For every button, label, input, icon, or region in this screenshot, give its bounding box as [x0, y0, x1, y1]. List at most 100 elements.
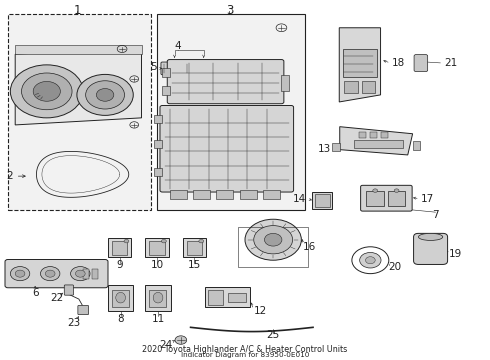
- Circle shape: [77, 75, 133, 115]
- Circle shape: [373, 189, 378, 192]
- Bar: [15, 45, 142, 54]
- Bar: [146, 238, 169, 257]
- Circle shape: [33, 81, 60, 101]
- Circle shape: [15, 270, 25, 277]
- Circle shape: [10, 266, 30, 281]
- FancyBboxPatch shape: [361, 185, 412, 211]
- Circle shape: [10, 65, 83, 118]
- Bar: [312, 192, 332, 209]
- Bar: [367, 191, 384, 206]
- Circle shape: [265, 233, 282, 246]
- Text: 5: 5: [150, 62, 157, 72]
- Circle shape: [86, 81, 124, 109]
- Text: 8: 8: [117, 314, 124, 324]
- Circle shape: [175, 336, 187, 344]
- Text: 14: 14: [293, 194, 306, 204]
- Text: 13: 13: [318, 144, 331, 154]
- Circle shape: [22, 73, 72, 110]
- FancyBboxPatch shape: [414, 233, 447, 265]
- Bar: [154, 140, 162, 148]
- Bar: [162, 68, 170, 77]
- Bar: [154, 168, 162, 176]
- Bar: [344, 81, 358, 93]
- Bar: [359, 132, 367, 138]
- Bar: [205, 287, 250, 307]
- Bar: [362, 81, 375, 93]
- Bar: [157, 14, 305, 210]
- Bar: [154, 115, 162, 123]
- Text: 20: 20: [388, 262, 401, 272]
- Circle shape: [41, 266, 60, 281]
- Text: 1: 1: [74, 4, 81, 17]
- Bar: [281, 76, 289, 91]
- Text: 21: 21: [444, 58, 458, 68]
- Bar: [388, 191, 405, 206]
- Bar: [343, 49, 377, 77]
- Bar: [149, 290, 166, 307]
- Text: 18: 18: [392, 58, 405, 68]
- Bar: [187, 241, 202, 255]
- FancyBboxPatch shape: [64, 285, 74, 295]
- Text: 3: 3: [226, 4, 233, 17]
- Ellipse shape: [153, 292, 163, 303]
- Text: Indicator Diagram for 83950-0E010: Indicator Diagram for 83950-0E010: [181, 351, 309, 357]
- Polygon shape: [339, 28, 381, 102]
- Circle shape: [360, 252, 381, 268]
- Circle shape: [161, 239, 166, 243]
- Bar: [149, 241, 165, 255]
- Circle shape: [97, 89, 114, 101]
- Text: 19: 19: [449, 249, 462, 259]
- Text: 2020 Toyota Highlander A/C & Heater Control Units: 2020 Toyota Highlander A/C & Heater Cont…: [143, 346, 347, 355]
- Text: 11: 11: [151, 314, 165, 324]
- Polygon shape: [340, 127, 413, 155]
- Bar: [381, 132, 388, 138]
- Bar: [217, 190, 233, 199]
- Text: 9: 9: [116, 260, 123, 270]
- Text: 6: 6: [32, 288, 38, 298]
- Circle shape: [45, 270, 55, 277]
- Bar: [162, 86, 170, 95]
- Circle shape: [71, 266, 90, 281]
- Bar: [370, 132, 377, 138]
- Bar: [413, 141, 420, 150]
- Bar: [183, 238, 206, 257]
- Text: 10: 10: [150, 260, 164, 270]
- FancyBboxPatch shape: [167, 59, 284, 104]
- FancyBboxPatch shape: [160, 105, 294, 192]
- FancyBboxPatch shape: [414, 55, 428, 72]
- Bar: [8, 14, 151, 210]
- Bar: [354, 140, 403, 148]
- Text: 12: 12: [254, 306, 267, 316]
- FancyBboxPatch shape: [5, 260, 108, 288]
- Text: 16: 16: [302, 242, 316, 252]
- Circle shape: [245, 219, 301, 260]
- Bar: [92, 269, 98, 279]
- Bar: [332, 143, 340, 152]
- Bar: [238, 227, 308, 267]
- Bar: [83, 269, 89, 279]
- Bar: [112, 290, 129, 307]
- Bar: [112, 241, 127, 255]
- Circle shape: [254, 226, 293, 254]
- Bar: [263, 190, 280, 199]
- Text: 2: 2: [6, 171, 25, 181]
- Text: 22: 22: [50, 293, 63, 303]
- Text: 23: 23: [67, 318, 81, 328]
- Bar: [146, 285, 171, 311]
- Bar: [227, 293, 246, 302]
- Circle shape: [366, 257, 375, 264]
- Bar: [240, 190, 257, 199]
- Polygon shape: [15, 47, 142, 125]
- Bar: [315, 194, 330, 207]
- FancyBboxPatch shape: [161, 62, 191, 75]
- Text: 24: 24: [160, 339, 173, 350]
- Text: 25: 25: [267, 330, 280, 340]
- Text: 17: 17: [421, 194, 434, 204]
- Bar: [193, 190, 210, 199]
- Bar: [170, 190, 187, 199]
- Text: 4: 4: [174, 41, 181, 51]
- Ellipse shape: [418, 233, 443, 240]
- Text: 15: 15: [188, 260, 201, 270]
- Bar: [108, 285, 133, 311]
- Circle shape: [75, 270, 85, 277]
